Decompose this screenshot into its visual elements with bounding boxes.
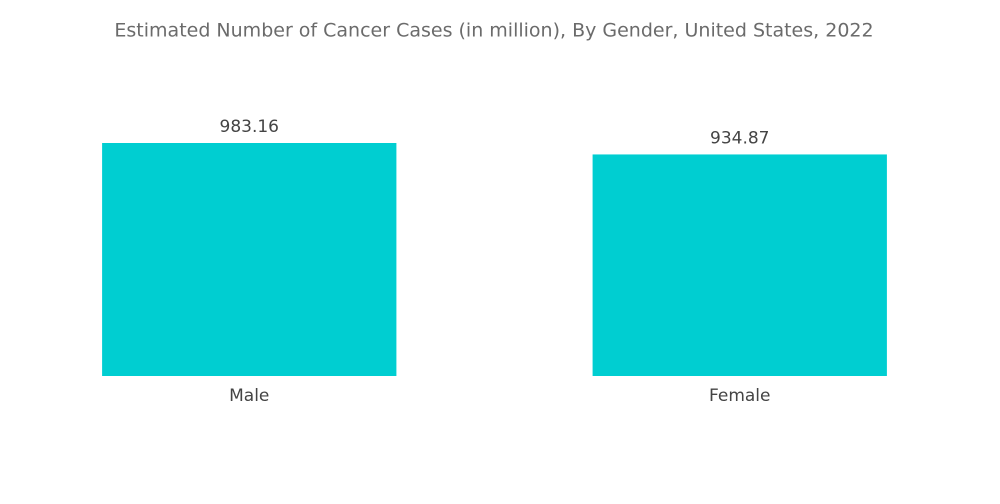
- chart-title: Estimated Number of Cancer Cases (in mil…: [114, 20, 873, 42]
- x-tick-label: Female: [709, 386, 770, 406]
- data-label: 934.87: [710, 128, 769, 148]
- x-tick-label: Male: [229, 386, 269, 406]
- data-label: 983.16: [220, 117, 279, 137]
- bar: [102, 143, 397, 376]
- bar: [592, 154, 887, 376]
